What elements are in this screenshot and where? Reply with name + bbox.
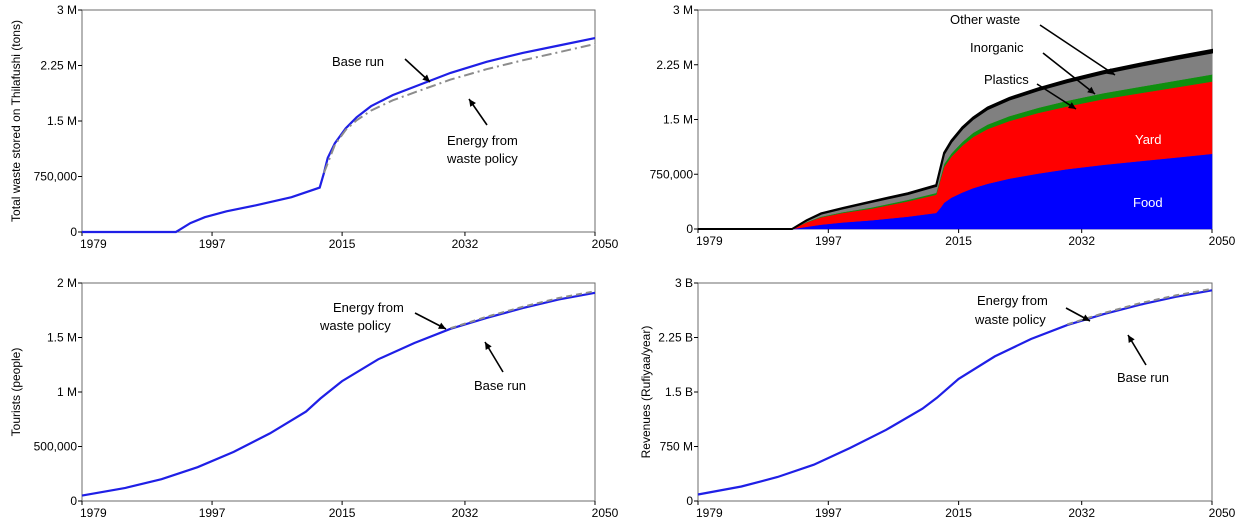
annotation-base-run: Base run (1117, 370, 1169, 385)
chart-3: 0 500,000 1 M 1.5 M 2 M 1979 1997 2015 2032 2050 T… (9, 276, 619, 517)
y-tick-label: 500,000 (34, 440, 78, 454)
label-other-waste: Other waste (950, 12, 1020, 27)
y-tick-label: 1.5 M (47, 114, 77, 128)
label-yard: Yard (1135, 132, 1162, 147)
y-axis-label: Revenues (Rufiyaa/year) (639, 326, 653, 459)
x-tick-label: 1979 (696, 234, 723, 248)
arrow-base-run-head (1128, 335, 1135, 343)
y-tick-label: 1 M (57, 385, 77, 399)
annotations: Base run Energy from waste policy Other was… (319, 12, 1169, 393)
annotation-energy-line2: waste policy (446, 151, 518, 166)
arrow-energy-head (469, 99, 476, 107)
annotation-base-run: Base run (332, 54, 384, 69)
arrow-energy-head (438, 322, 446, 329)
x-tick-label: 2015 (329, 237, 356, 251)
y-tick-label: 0 (686, 222, 693, 236)
arrow-plastics (1036, 83, 1077, 110)
x-tick-label: 1979 (80, 237, 107, 251)
y-tick-label: 750,000 (650, 167, 694, 181)
plot-frame (697, 282, 1213, 502)
chart-2: 0 750,000 1.5 M 2.25 M 3 M 1979 1997 2015 2032 20… (650, 3, 1236, 248)
x-tick-label: 1997 (815, 234, 842, 248)
x-tick-label: 2050 (1209, 234, 1236, 248)
x-tick-label: 1997 (199, 506, 226, 517)
y-tick-label: 2.25 B (658, 331, 693, 345)
x-tick-label: 2015 (329, 506, 356, 517)
line-base-run (81, 291, 596, 497)
y-tick-label: 3 M (673, 3, 693, 17)
y-tick-label: 750,000 (34, 170, 78, 184)
y-tick-label: 750 M (660, 440, 693, 454)
y-tick-label: 1.5 M (663, 113, 693, 127)
line-energy-from-waste-policy (450, 290, 596, 330)
arrow-base-run-head (422, 74, 430, 82)
x-tick-label: 2050 (592, 506, 619, 517)
x-tick-label: 1997 (815, 506, 842, 517)
x-tick-label: 2032 (1068, 506, 1095, 517)
label-plastics: Plastics (984, 72, 1029, 87)
y-tick-label: 3 B (675, 276, 693, 290)
line-base-run (82, 37, 596, 234)
y-axis-label: Tourists (people) (9, 348, 23, 437)
area-other-waste (698, 48, 1213, 230)
y-tick-label: 1.5 B (665, 385, 693, 399)
arrow-energy-head (1082, 314, 1090, 321)
annotation-energy-line2: waste policy (319, 318, 391, 333)
x-tick-label: 2050 (1209, 506, 1236, 517)
x-tick-label: 2032 (452, 237, 479, 251)
arrow-plastics-head (1068, 102, 1076, 109)
y-tick-label: 2.25 M (40, 59, 77, 73)
y-tick-label: 0 (70, 494, 77, 508)
annotation-energy-line1: Energy from (447, 133, 518, 148)
y-tick-label: 0 (70, 225, 77, 239)
y-tick-label: 1.5 M (47, 331, 77, 345)
x-tick-label: 1997 (199, 237, 226, 251)
y-axis-label: Total waste stored on Thilafushi (tons) (9, 20, 23, 222)
y-tick-label: 0 (686, 494, 693, 508)
annotation-energy-line2: waste policy (974, 312, 1046, 327)
annotation-energy-line1: Energy from (333, 300, 404, 315)
x-tick-label: 2050 (592, 237, 619, 251)
label-inorganic: Inorganic (970, 40, 1024, 55)
arrow-inorganic-head (1087, 86, 1095, 94)
label-food: Food (1133, 195, 1163, 210)
x-tick-label: 1979 (80, 506, 107, 517)
x-tick-label: 2015 (945, 506, 972, 517)
line-energy-from-waste-policy (323, 43, 596, 174)
arrow-inorganic (1042, 52, 1096, 95)
y-tick-label: 3 M (57, 3, 77, 17)
x-tick-label: 1979 (696, 506, 723, 517)
annotation-base-run: Base run (474, 378, 526, 393)
annotation-energy-line1: Energy from (977, 293, 1048, 308)
line-base-run (697, 289, 1213, 496)
arrow-other-waste (1039, 24, 1116, 76)
line-energy-from-waste-policy (1066, 287, 1213, 326)
x-tick-label: 2032 (1068, 234, 1095, 248)
chart-1: 0 750,000 1.5 M 2.25 M 3 M 1979 1997 2015 2032 20… (9, 3, 619, 251)
chart-4: 0 750 M 1.5 B 2.25 B 3 B 1979 1997 2015 2032 2050… (639, 276, 1236, 517)
plot-frame (81, 9, 596, 233)
y-tick-label: 2 M (57, 276, 77, 290)
x-tick-label: 2015 (945, 234, 972, 248)
y-tick-label: 2.25 M (656, 58, 693, 72)
arrow-other-waste-head (1107, 68, 1115, 75)
arrow-base-run-head (485, 342, 492, 350)
x-tick-label: 2032 (452, 506, 479, 517)
